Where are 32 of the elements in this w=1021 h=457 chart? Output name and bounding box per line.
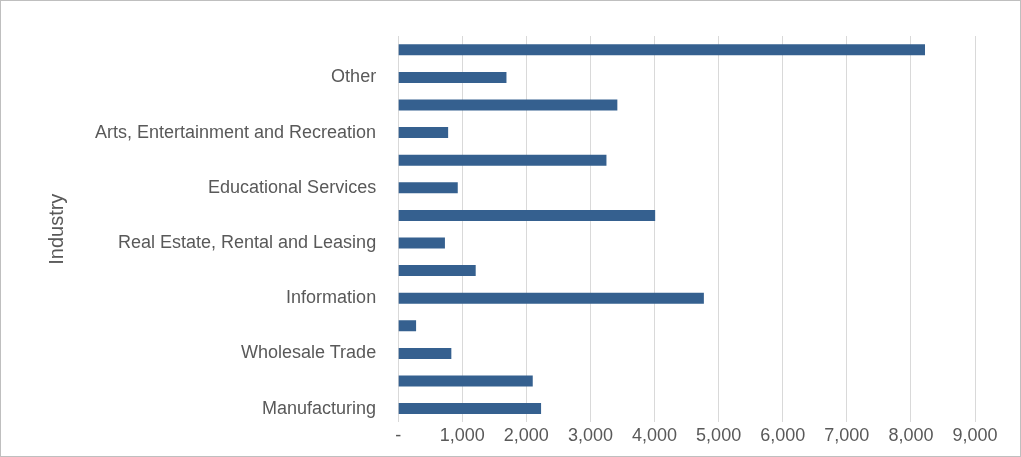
- bar: [398, 292, 704, 304]
- bar: [398, 154, 607, 166]
- bar: [398, 237, 445, 249]
- x-tick-label: 9,000: [952, 425, 998, 446]
- y-tick-label: Wholesale Trade: [241, 342, 377, 363]
- bar: [398, 347, 452, 359]
- y-tick-label: Real Estate, Rental and Leasing: [117, 231, 377, 252]
- x-tick-label: 8,000: [888, 425, 934, 446]
- x-tick-label: -: [395, 425, 402, 446]
- bar: [398, 182, 458, 194]
- x-tick-label: 7,000: [824, 425, 870, 446]
- y-tick-label: Educational Services: [208, 176, 377, 197]
- bar: [398, 44, 926, 56]
- y-tick-label: Arts, Entertainment and Recreation: [94, 121, 377, 142]
- x-tick-label: 2,000: [503, 425, 549, 446]
- y-axis-title: Industry: [44, 193, 67, 265]
- bar: [398, 265, 476, 277]
- x-tick-label: 3,000: [567, 425, 613, 446]
- bar: [398, 127, 449, 139]
- y-tick-label: Other: [331, 66, 377, 87]
- y-tick-label: Manufacturing: [262, 397, 377, 418]
- x-tick-label: 6,000: [760, 425, 806, 446]
- bar: [398, 99, 618, 111]
- y-tick-label: Information: [286, 287, 377, 308]
- x-tick-label: 4,000: [632, 425, 678, 446]
- bar: [398, 375, 533, 387]
- bar: [398, 209, 656, 221]
- x-tick-label: 1,000: [439, 425, 485, 446]
- bar: [398, 320, 417, 332]
- bar: [398, 71, 507, 83]
- x-tick-label: 5,000: [696, 425, 742, 446]
- bar: [398, 403, 542, 415]
